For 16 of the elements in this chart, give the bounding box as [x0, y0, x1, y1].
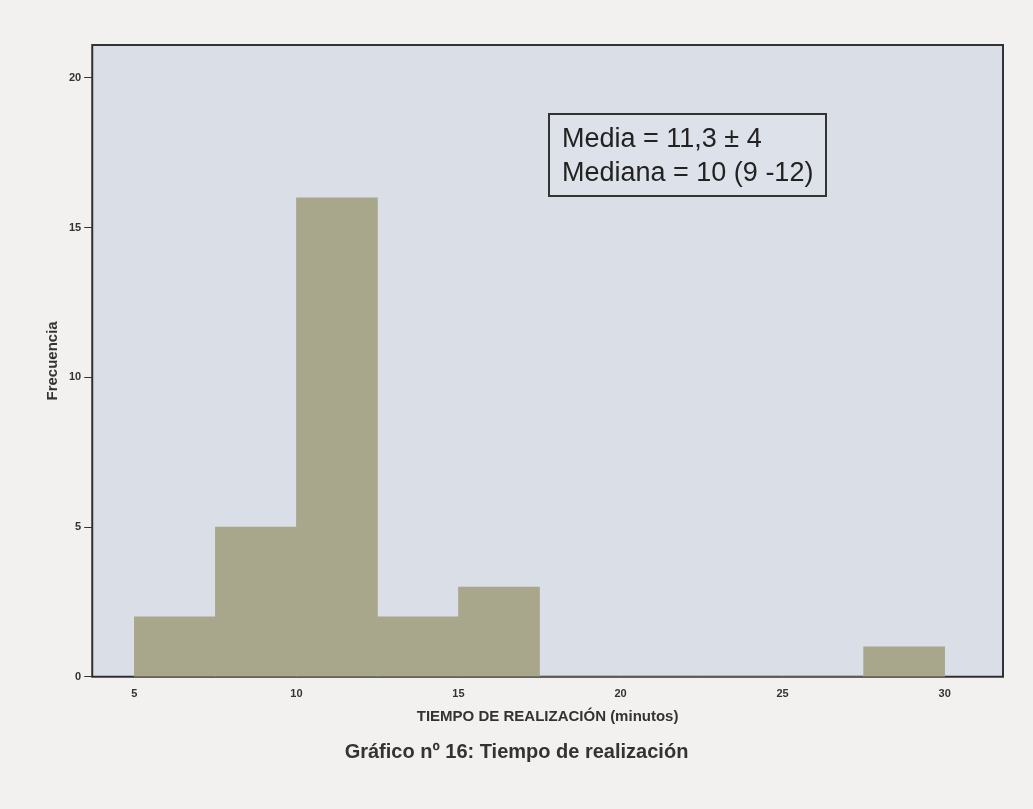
x-tick-label: 30 [938, 687, 951, 700]
y-axis-title: Frecuencia [43, 320, 61, 401]
x-tick-label: 10 [290, 687, 303, 700]
annotation: Mediana = 10 (9 -12) [562, 156, 814, 189]
y-tick-label: 15 [68, 220, 82, 233]
x-tick-label: 20 [614, 687, 627, 700]
annotation: Media = 11,3 ± 4 [562, 122, 763, 155]
x-tick-label: 15 [452, 687, 465, 700]
x-axis-title: TIEMPO DE REALIZACIÓN (minutos) [416, 707, 679, 725]
x-tick-label: 5 [131, 687, 138, 700]
y-tick-label: 10 [68, 370, 82, 383]
x-tick-label: 25 [776, 687, 789, 700]
text: Gráfico nº 16: Tiempo de realización [343, 740, 690, 763]
y-tick-label: 0 [75, 669, 82, 682]
y-tick-label: 5 [75, 520, 82, 533]
y-tick-label: 20 [68, 70, 82, 83]
